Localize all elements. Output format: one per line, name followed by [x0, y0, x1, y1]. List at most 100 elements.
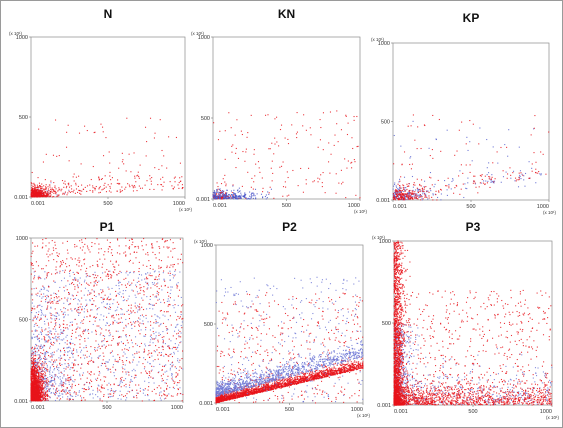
data-point	[230, 198, 232, 200]
data-point	[71, 258, 73, 260]
data-point	[74, 308, 76, 310]
data-point	[181, 184, 183, 186]
data-point	[43, 345, 45, 347]
data-point	[122, 300, 124, 302]
data-point	[32, 189, 34, 191]
data-point	[170, 324, 172, 326]
y-tick-label: 0.001	[14, 195, 28, 201]
data-point	[162, 176, 164, 178]
data-point	[42, 384, 44, 386]
data-point	[45, 196, 47, 198]
data-point	[180, 313, 182, 316]
data-point	[148, 377, 150, 379]
data-point	[56, 300, 58, 303]
data-point	[38, 326, 40, 328]
data-point	[37, 265, 40, 267]
data-point	[108, 382, 110, 384]
data-point	[173, 299, 175, 301]
data-point	[87, 330, 89, 332]
data-point	[171, 373, 173, 375]
data-point	[47, 195, 49, 197]
data-point	[49, 367, 51, 369]
data-point	[33, 190, 35, 192]
data-point	[84, 125, 86, 127]
data-point	[130, 312, 132, 314]
data-point	[421, 197, 423, 199]
data-point	[397, 187, 399, 190]
data-point	[305, 183, 307, 185]
data-point	[61, 357, 63, 359]
data-point	[64, 311, 66, 313]
data-point	[39, 290, 41, 292]
data-point	[32, 377, 34, 379]
data-point	[136, 392, 138, 394]
data-point	[531, 163, 533, 165]
data-point	[528, 177, 530, 179]
data-point	[128, 295, 130, 297]
data-point	[68, 182, 70, 184]
data-point	[103, 306, 105, 308]
data-point	[105, 137, 107, 139]
data-point	[96, 325, 98, 327]
data-point	[75, 182, 77, 184]
data-point	[128, 313, 130, 315]
data-point	[59, 265, 62, 267]
data-point	[106, 303, 108, 305]
data-point	[156, 279, 158, 281]
data-point	[305, 129, 307, 131]
data-point	[174, 304, 176, 306]
data-point	[63, 367, 65, 369]
data-point	[218, 195, 220, 197]
data-point	[112, 390, 114, 392]
data-point	[120, 190, 122, 193]
data-point	[58, 314, 60, 316]
data-point	[412, 120, 414, 122]
data-point	[134, 312, 136, 314]
data-point	[161, 345, 164, 347]
data-point	[94, 187, 96, 189]
data-point	[52, 247, 54, 249]
data-point	[177, 263, 179, 265]
data-point	[173, 382, 175, 385]
data-point	[77, 285, 79, 287]
data-point	[506, 146, 508, 148]
data-point	[252, 195, 254, 197]
data-point	[159, 324, 161, 326]
data-point	[395, 196, 397, 198]
data-point	[65, 368, 67, 370]
data-point	[79, 282, 81, 284]
data-point	[98, 188, 100, 190]
data-point	[139, 303, 141, 305]
data-point	[34, 192, 36, 194]
data-point	[232, 196, 234, 198]
data-point	[44, 377, 46, 380]
data-point	[393, 194, 395, 196]
data-point	[99, 191, 101, 193]
data-point	[250, 193, 252, 196]
data-point	[123, 299, 126, 301]
data-point	[85, 282, 88, 284]
data-point	[412, 198, 414, 200]
data-point	[255, 197, 257, 199]
data-point	[445, 185, 447, 187]
data-point	[69, 350, 71, 352]
data-point	[36, 184, 38, 186]
data-point	[448, 183, 450, 186]
data-point	[40, 192, 43, 194]
data-point	[60, 390, 62, 392]
data-point	[103, 376, 105, 378]
data-point	[45, 380, 47, 382]
data-point	[67, 377, 69, 379]
data-point	[328, 142, 330, 144]
data-point	[56, 196, 58, 198]
data-point	[181, 327, 183, 329]
data-point	[531, 167, 533, 169]
data-point	[234, 194, 236, 196]
data-point	[417, 190, 419, 192]
data-point	[118, 288, 120, 290]
data-point	[504, 144, 506, 146]
data-point	[60, 382, 62, 384]
data-point	[78, 390, 80, 392]
data-point	[122, 159, 124, 161]
data-point	[68, 272, 71, 275]
